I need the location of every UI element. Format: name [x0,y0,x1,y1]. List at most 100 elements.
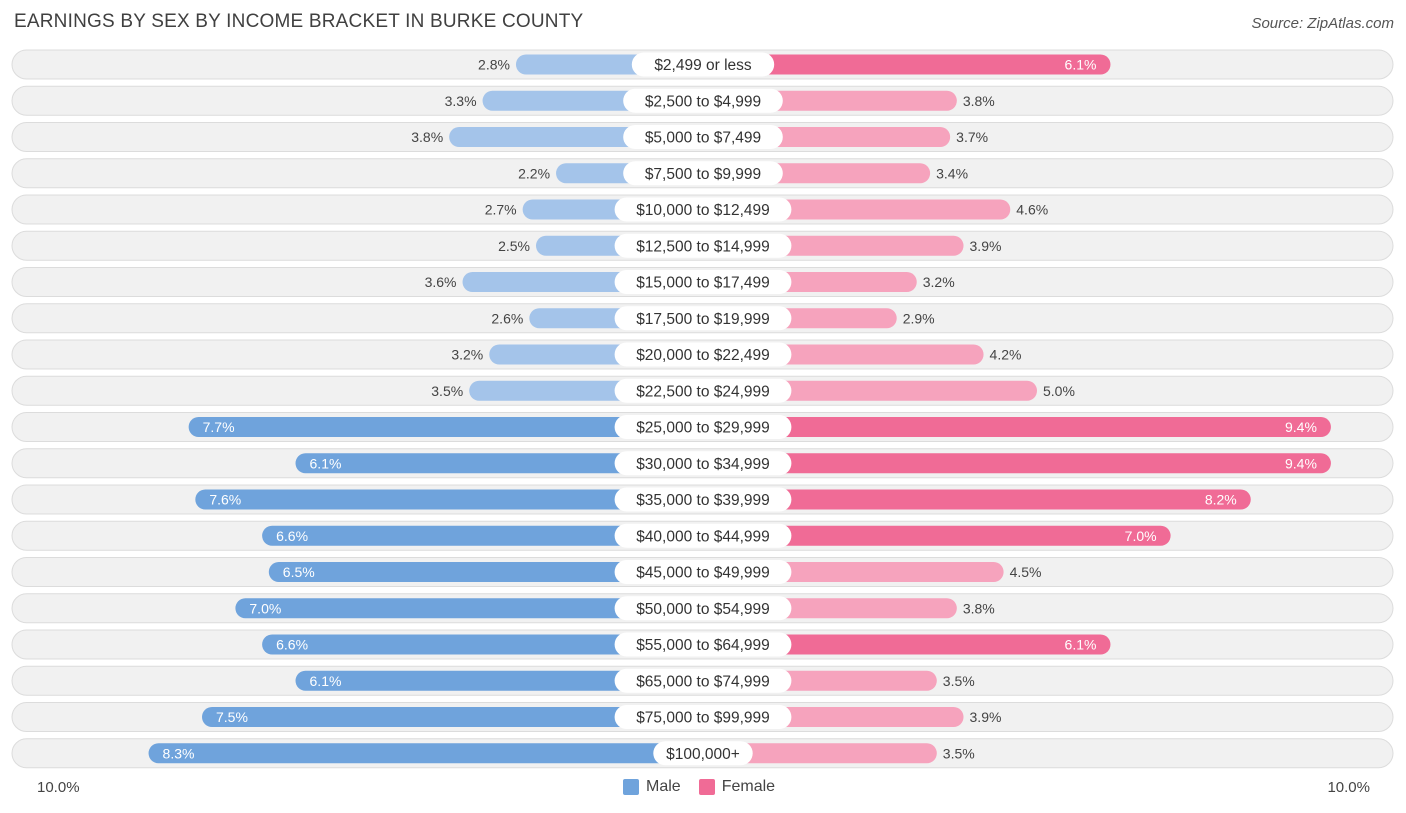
female-bar[interactable] [703,54,1111,75]
male-value-label: 3.8% [411,129,443,145]
female-value-label: 3.8% [963,600,995,616]
category-pill [614,306,792,331]
male-bar[interactable] [262,634,703,655]
female-bar[interactable] [703,417,1331,437]
male-bar[interactable] [268,562,703,582]
male-value-label: 6.5% [283,564,315,580]
source-label: Source: ZipAtlas.com [1251,15,1394,32]
category-label: $35,000 to $39,999 [636,492,770,509]
category-pill [614,523,792,548]
female-value-label: 9.4% [1285,455,1317,471]
category-pill [614,668,792,693]
female-value-label: 9.4% [1285,419,1317,435]
legend-item-male[interactable]: Male [623,778,681,796]
male-value-label: 2.6% [491,310,523,326]
category-label: $2,499 or less [654,57,752,74]
category-label: $10,000 to $12,499 [636,202,770,219]
chart-row: 2.2% 3.4% $7,500 to $9,999 [11,158,1394,189]
male-value-label: 2.8% [478,57,510,73]
male-bar[interactable] [262,525,703,546]
male-bar[interactable] [295,453,703,474]
male-value-label: 3.6% [425,274,457,290]
legend: Male Female [623,778,785,796]
female-value-label: 7.0% [1125,528,1157,544]
male-value-label: 7.5% [216,709,248,725]
chart-row: 3.3% 3.8% $2,500 to $4,999 [11,85,1394,116]
female-value-label: 5.0% [1043,383,1075,399]
female-value-label: 4.2% [990,347,1022,363]
category-pill [614,415,792,439]
category-pill [623,88,783,113]
chart-row: 3.5% 5.0% $22,500 to $24,999 [11,375,1394,406]
category-pill [614,378,792,403]
legend-label-female: Female [721,778,776,795]
category-pill [614,560,792,584]
category-label: $25,000 to $29,999 [636,420,770,437]
category-label: $20,000 to $22,499 [636,347,770,364]
male-bar[interactable] [188,417,703,437]
chart-row: 6.6% 7.0% $40,000 to $44,999 [11,520,1394,551]
category-label: $7,500 to $9,999 [645,166,761,183]
chart-row: 2.7% 4.6% $10,000 to $12,499 [11,194,1394,225]
male-value-label: 2.2% [518,165,550,181]
chart-row: 6.1% 9.4% $30,000 to $34,999 [11,448,1394,479]
female-value-label: 3.8% [963,93,995,109]
female-value-label: 2.9% [903,310,935,326]
chart-row: 3.6% 3.2% $15,000 to $17,499 [11,267,1394,297]
male-bar[interactable] [235,598,703,619]
category-label: $40,000 to $44,999 [636,528,770,545]
chart-row: 6.1% 3.5% $65,000 to $74,999 [11,665,1394,696]
chart-row: 8.3% 3.5% $100,000+ [11,738,1394,769]
category-pill [614,233,792,258]
male-value-label: 7.6% [209,492,241,508]
male-value-label: 2.7% [485,202,517,218]
female-bar[interactable] [703,489,1251,510]
legend-swatch-male [623,779,639,795]
male-value-label: 6.6% [276,637,308,653]
male-bar[interactable] [148,743,703,764]
chart-row: 6.5% 4.5% $45,000 to $49,999 [11,557,1394,587]
female-value-label: 3.7% [956,129,988,145]
category-pill [614,705,792,729]
male-value-label: 3.3% [445,93,477,109]
chart-row: 2.8% 6.1% $2,499 or less [11,49,1394,80]
category-label: $65,000 to $74,999 [636,673,770,690]
chart-row: 2.6% 2.9% $17,500 to $19,999 [11,303,1394,334]
chart-row: 7.5% 3.9% $75,000 to $99,999 [11,702,1394,732]
male-bar[interactable] [202,707,703,727]
category-pill [614,197,792,222]
category-label: $55,000 to $64,999 [636,637,770,654]
category-label: $45,000 to $49,999 [636,565,770,582]
category-pill [614,632,792,657]
chart-row: 2.5% 3.9% $12,500 to $14,999 [11,230,1394,261]
male-value-label: 2.5% [498,238,530,254]
female-value-label: 8.2% [1205,492,1237,508]
male-value-label: 6.6% [276,528,308,544]
female-value-label: 3.2% [923,274,955,290]
chart-row: 7.6% 8.2% $35,000 to $39,999 [11,484,1394,515]
chart-title: EARNINGS BY SEX BY INCOME BRACKET IN BUR… [14,11,584,32]
male-value-label: 3.5% [431,383,463,399]
category-label: $17,500 to $19,999 [636,311,770,328]
chart-row: 7.7% 9.4% $25,000 to $29,999 [11,412,1394,442]
female-bar[interactable] [703,525,1171,546]
legend-label-male: Male [646,778,681,795]
male-bar[interactable] [295,670,703,691]
category-label: $22,500 to $24,999 [636,383,770,400]
category-pill [631,52,775,77]
male-value-label: 7.7% [203,419,235,435]
male-bar[interactable] [195,489,703,510]
female-bar[interactable] [703,743,937,764]
female-value-label: 3.5% [943,673,975,689]
female-bar[interactable] [703,453,1331,474]
category-pill [614,487,792,512]
category-label: $12,500 to $14,999 [636,238,770,255]
category-label: $5,000 to $7,499 [645,130,761,147]
male-value-label: 7.0% [249,600,281,616]
female-bar[interactable] [703,634,1111,655]
legend-item-female[interactable]: Female [698,778,776,796]
female-value-label: 3.9% [970,238,1002,254]
category-pill [623,125,783,149]
female-value-label: 6.1% [1065,637,1097,653]
